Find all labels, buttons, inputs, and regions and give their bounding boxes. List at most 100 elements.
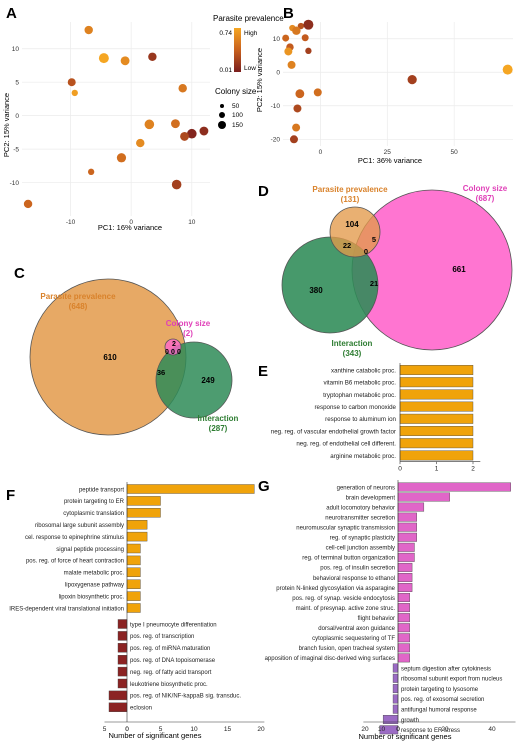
bar-down-e-4 [117, 666, 128, 677]
data-point-a-5 [71, 89, 78, 97]
venn-d-prevalence-circle [329, 206, 381, 258]
venn-d-interaction-count: (343) [343, 349, 362, 358]
x-tick-label-right-e-0: 0 [125, 726, 129, 733]
venn-d-region-interaction-only: 380 [309, 286, 323, 295]
bar-f-0 [399, 365, 474, 375]
venn-c-colony-circle [164, 338, 182, 356]
category-label-up-e-1: protein targeting to ER [64, 499, 125, 505]
category-label-up-g-15: cytoplasmic sequestering of TF [312, 636, 395, 642]
x-tick-label-b-1: 25 [384, 149, 392, 156]
y-axis-label-a: PC2: 15% variance [2, 93, 11, 157]
bar-down-e-6 [108, 690, 128, 701]
bar-panel-g: Number of significant genes generation o… [265, 480, 516, 741]
panel-letter-a: A [6, 5, 17, 22]
category-label-down-e-6: pos. reg. of NIK/NF-kappaB sig. transduc… [130, 694, 241, 700]
bar-up-e-4 [126, 531, 148, 542]
legend-prevalence-max: 0.74 [219, 30, 232, 37]
data-point-a-9 [199, 126, 209, 136]
category-label-down-e-4: neg. reg. of fatty acid transport [130, 670, 212, 676]
data-point-a-0 [84, 25, 93, 35]
bar-up-e-7 [126, 567, 141, 577]
bar-down-g-6 [379, 725, 399, 735]
category-label-up-g-13: flight behavior [358, 616, 395, 622]
category-label-down-e-7: eclosion [130, 706, 152, 712]
bar-up-g-0 [397, 482, 512, 492]
legend-prevalence-min: 0.01 [219, 67, 232, 74]
category-label-up-g-10: protein N-linked glycosylation via aspar… [276, 586, 395, 592]
data-point-b-4 [282, 34, 290, 42]
x-tick-label-right-e-4: 20 [257, 726, 265, 733]
legend-size-dot-50 [220, 104, 224, 108]
data-point-b-3 [292, 26, 301, 35]
bar-up-g-2 [397, 502, 425, 512]
category-label-up-g-3: neurotransmitter secretion [325, 515, 395, 521]
data-point-a-10 [187, 128, 197, 139]
y-tick-label-a-3: 5 [15, 80, 19, 87]
legend-high-label: High [244, 30, 258, 37]
scatter-panel-a: -10 0 10 -10 -5 0 5 10 PC1: 16% variance PC2: 1… [2, 22, 210, 232]
bar-down-e-0 [117, 619, 128, 629]
category-label-up-g-7: reg. of terminal button organization [302, 556, 395, 562]
x-tick-label-a-1: 0 [129, 219, 133, 226]
bar-up-e-0 [126, 484, 255, 494]
y-tick-label-b-3: 10 [273, 36, 281, 43]
bar-up-g-8 [397, 562, 413, 572]
data-point-b-16 [502, 64, 513, 75]
x-axis-label-a: PC1: 16% variance [98, 223, 162, 232]
bar-panel-f: xanthine catabolic proc. vitamin B6 metab… [271, 363, 481, 473]
y-tick-label-a-4: 10 [12, 46, 20, 53]
bar-panel-e: Number of significant genes peptide tran… [9, 482, 265, 740]
venn-d-interaction-name: Interaction [332, 339, 373, 348]
bar-f-1 [399, 377, 474, 388]
bar-down-g-1 [392, 673, 399, 683]
y-tick-label-b-1: -10 [271, 103, 281, 110]
category-label-up-g-8: pos. reg. of insulin secretion [320, 566, 395, 572]
gridlines-a [22, 22, 210, 216]
x-axis-label-b: PC1: 36% variance [358, 156, 422, 165]
bar-f-7 [399, 450, 474, 461]
data-point-a-14 [87, 168, 95, 176]
bar-up-g-9 [397, 573, 413, 582]
x-tick-label-f-1: 1 [435, 466, 439, 473]
category-label-f-6: neg. reg. of endothelial cell different. [296, 441, 396, 448]
data-point-a-1 [98, 53, 109, 64]
venn-c-region-interaction-only: 249 [201, 376, 215, 385]
x-tick-label-b-0: 0 [319, 149, 323, 156]
category-label-up-g-17: apposition of imaginal disc-derived wing… [265, 656, 395, 662]
data-point-b-2 [303, 19, 314, 30]
y-axis-label-b: PC2: 15% variance [255, 48, 264, 112]
venn-d-colony-count: (687) [476, 194, 495, 203]
category-label-up-e-8: lipoxygenase pathway [65, 583, 124, 589]
x-axis-label-g: Number of significant genes [359, 732, 452, 741]
category-label-down-e-2: pos. reg. of miRNA maturation [130, 646, 210, 652]
bar-up-g-12 [397, 603, 410, 613]
tick-labels-b: 0 25 50 -20 -10 0 10 [271, 36, 459, 156]
venn-c-colony-count: (2) [183, 329, 193, 338]
legend-prevalence-title: Parasite prevalence [213, 14, 284, 23]
bar-up-g-3 [397, 512, 417, 522]
bar-down-g-3 [392, 694, 399, 704]
x-tick-label-b-2: 50 [451, 149, 459, 156]
panel-letter-c: C [14, 265, 25, 282]
data-point-b-12 [293, 104, 302, 113]
data-point-a-12 [136, 138, 145, 148]
category-label-f-4: response to aluminum ion [325, 416, 396, 423]
data-point-b-8 [305, 47, 312, 54]
category-label-up-e-6: pos. reg. of force of heart contraction [26, 559, 124, 565]
category-label-f-7: arginine metabolic proc. [330, 453, 396, 460]
x-tick-label-right-e-3: 15 [224, 726, 232, 733]
venn-c-interaction-name: Interaction [198, 414, 239, 423]
category-label-up-e-9: lipoxin biosynthetic proc. [59, 594, 125, 600]
venn-panel-c: Parasite prevalence (648) Colony size (2… [29, 278, 239, 436]
category-label-up-g-0: generation of neurons [337, 485, 395, 491]
venn-c-colony-name: Colony size [166, 319, 211, 328]
data-point-a-8 [171, 119, 180, 129]
category-label-up-e-3: ribosomal large subunit assembly [35, 523, 124, 529]
category-label-up-g-14: dorsal/ventral axon guidance [318, 626, 395, 632]
venn-c-region-colony-interaction: 0 [177, 349, 181, 356]
data-point-b-10 [295, 89, 305, 99]
category-label-up-g-12: maint. of presynap. active zone struc. [296, 606, 396, 612]
x-tick-label-a-2: 10 [188, 219, 196, 226]
legend: Parasite prevalence 0.74 0.01 High Low C… [213, 14, 284, 129]
bar-up-g-5 [397, 532, 417, 542]
